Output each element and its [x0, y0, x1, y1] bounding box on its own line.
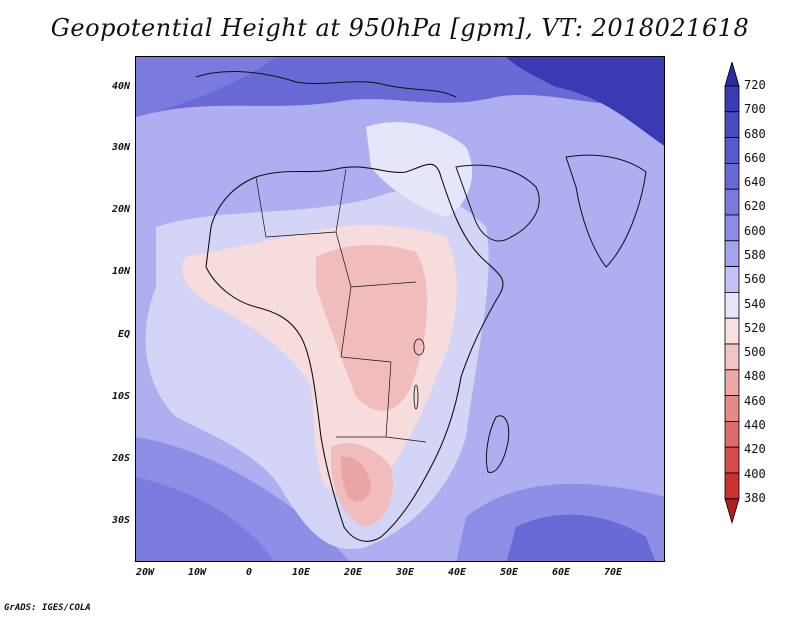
lat-label-30n: 30N: [111, 142, 130, 153]
colorbar-box: [724, 188, 740, 216]
lon-label-10w: 10W: [187, 567, 207, 578]
lon-label-60e: 60E: [551, 567, 571, 578]
lat-label-10s: 10S: [111, 391, 130, 402]
lake-tanganyika: [413, 384, 419, 410]
country-borders: [255, 168, 427, 443]
lat-label-30s: 30S: [111, 515, 130, 526]
colorbar-box: [724, 111, 740, 138]
lon-label-50e: 50E: [499, 567, 519, 578]
colorbar-box: [724, 85, 740, 113]
colorbar-label: 480: [744, 369, 766, 384]
colorbar-box: [724, 317, 740, 345]
field-southern-low-core: [340, 456, 371, 502]
colorbar-box: [724, 420, 740, 448]
europe-coastline: [195, 71, 457, 98]
colorbar-label: 720: [744, 78, 766, 92]
colorbar-box: [724, 446, 740, 474]
colorbar: [724, 62, 740, 525]
field-southwest-deep: [136, 477, 275, 561]
chart-title: Geopotential Height at 950hPa [gpm], VT:…: [50, 14, 750, 42]
colorbar-box: [724, 395, 740, 422]
colorbar-label: 400: [744, 466, 766, 481]
colorbar-label: 600: [744, 223, 766, 238]
lat-label-20n: 20N: [111, 204, 130, 215]
colorbar-label: 700: [744, 102, 766, 117]
colorbar-box: [724, 240, 740, 268]
field-southeast-deep: [506, 514, 656, 561]
colorbar-label: 440: [744, 417, 766, 432]
colorbar-box: [724, 214, 740, 242]
lat-label-eq: EQ: [117, 329, 130, 340]
colorbar-label: 580: [744, 247, 766, 262]
lat-label-10n: 10N: [111, 266, 130, 277]
field-northeast-darkest: [506, 57, 664, 146]
grads-credit: GrADS: IGES/COLA: [4, 603, 91, 613]
colorbar-box: [724, 291, 740, 319]
colorbar-label: 660: [744, 150, 766, 165]
map-plot-area: [135, 56, 665, 562]
lake-victoria: [413, 338, 425, 356]
lon-label-40e: 40E: [447, 567, 467, 578]
lon-label-30e: 30E: [395, 567, 415, 578]
colorbar-box: [724, 266, 740, 293]
lat-label-40n: 40N: [111, 81, 130, 92]
colorbar-label: 560: [744, 272, 766, 287]
arabia-coastline: [455, 164, 540, 242]
africa-coastline: [205, 163, 504, 542]
colorbar-box: [724, 137, 740, 164]
colorbar-label: 500: [744, 345, 766, 360]
lon-label-10e: 10E: [291, 567, 311, 578]
colorbar-box: [724, 472, 740, 500]
field-nile-pale: [366, 122, 473, 217]
colorbar-label: 540: [744, 296, 766, 311]
field-central-low-deep: [316, 245, 428, 411]
colorbar-label: 420: [744, 442, 766, 457]
colorbar-bottom-arrow: [724, 498, 740, 525]
colorbar-label: 520: [744, 320, 766, 335]
map-field: [136, 57, 664, 561]
colorbar-box: [724, 343, 740, 371]
colorbar-box: [724, 369, 740, 396]
colorbar-label: 620: [744, 199, 766, 214]
lon-label-20w: 20W: [135, 567, 155, 578]
colorbar-box: [724, 163, 740, 190]
madagascar-coastline: [485, 415, 510, 473]
colorbar-label: 680: [744, 126, 766, 141]
colorbar-label: 460: [744, 393, 766, 408]
lon-label-20e: 20E: [343, 567, 363, 578]
lat-label-20s: 20S: [111, 453, 130, 464]
india-coastline: [565, 154, 647, 268]
colorbar-label: 380: [744, 490, 766, 505]
colorbar-top-arrow: [724, 62, 740, 87]
colorbar-label: 640: [744, 175, 766, 190]
lon-label-70e: 70E: [603, 567, 623, 578]
lon-label-0: 0: [245, 567, 253, 578]
